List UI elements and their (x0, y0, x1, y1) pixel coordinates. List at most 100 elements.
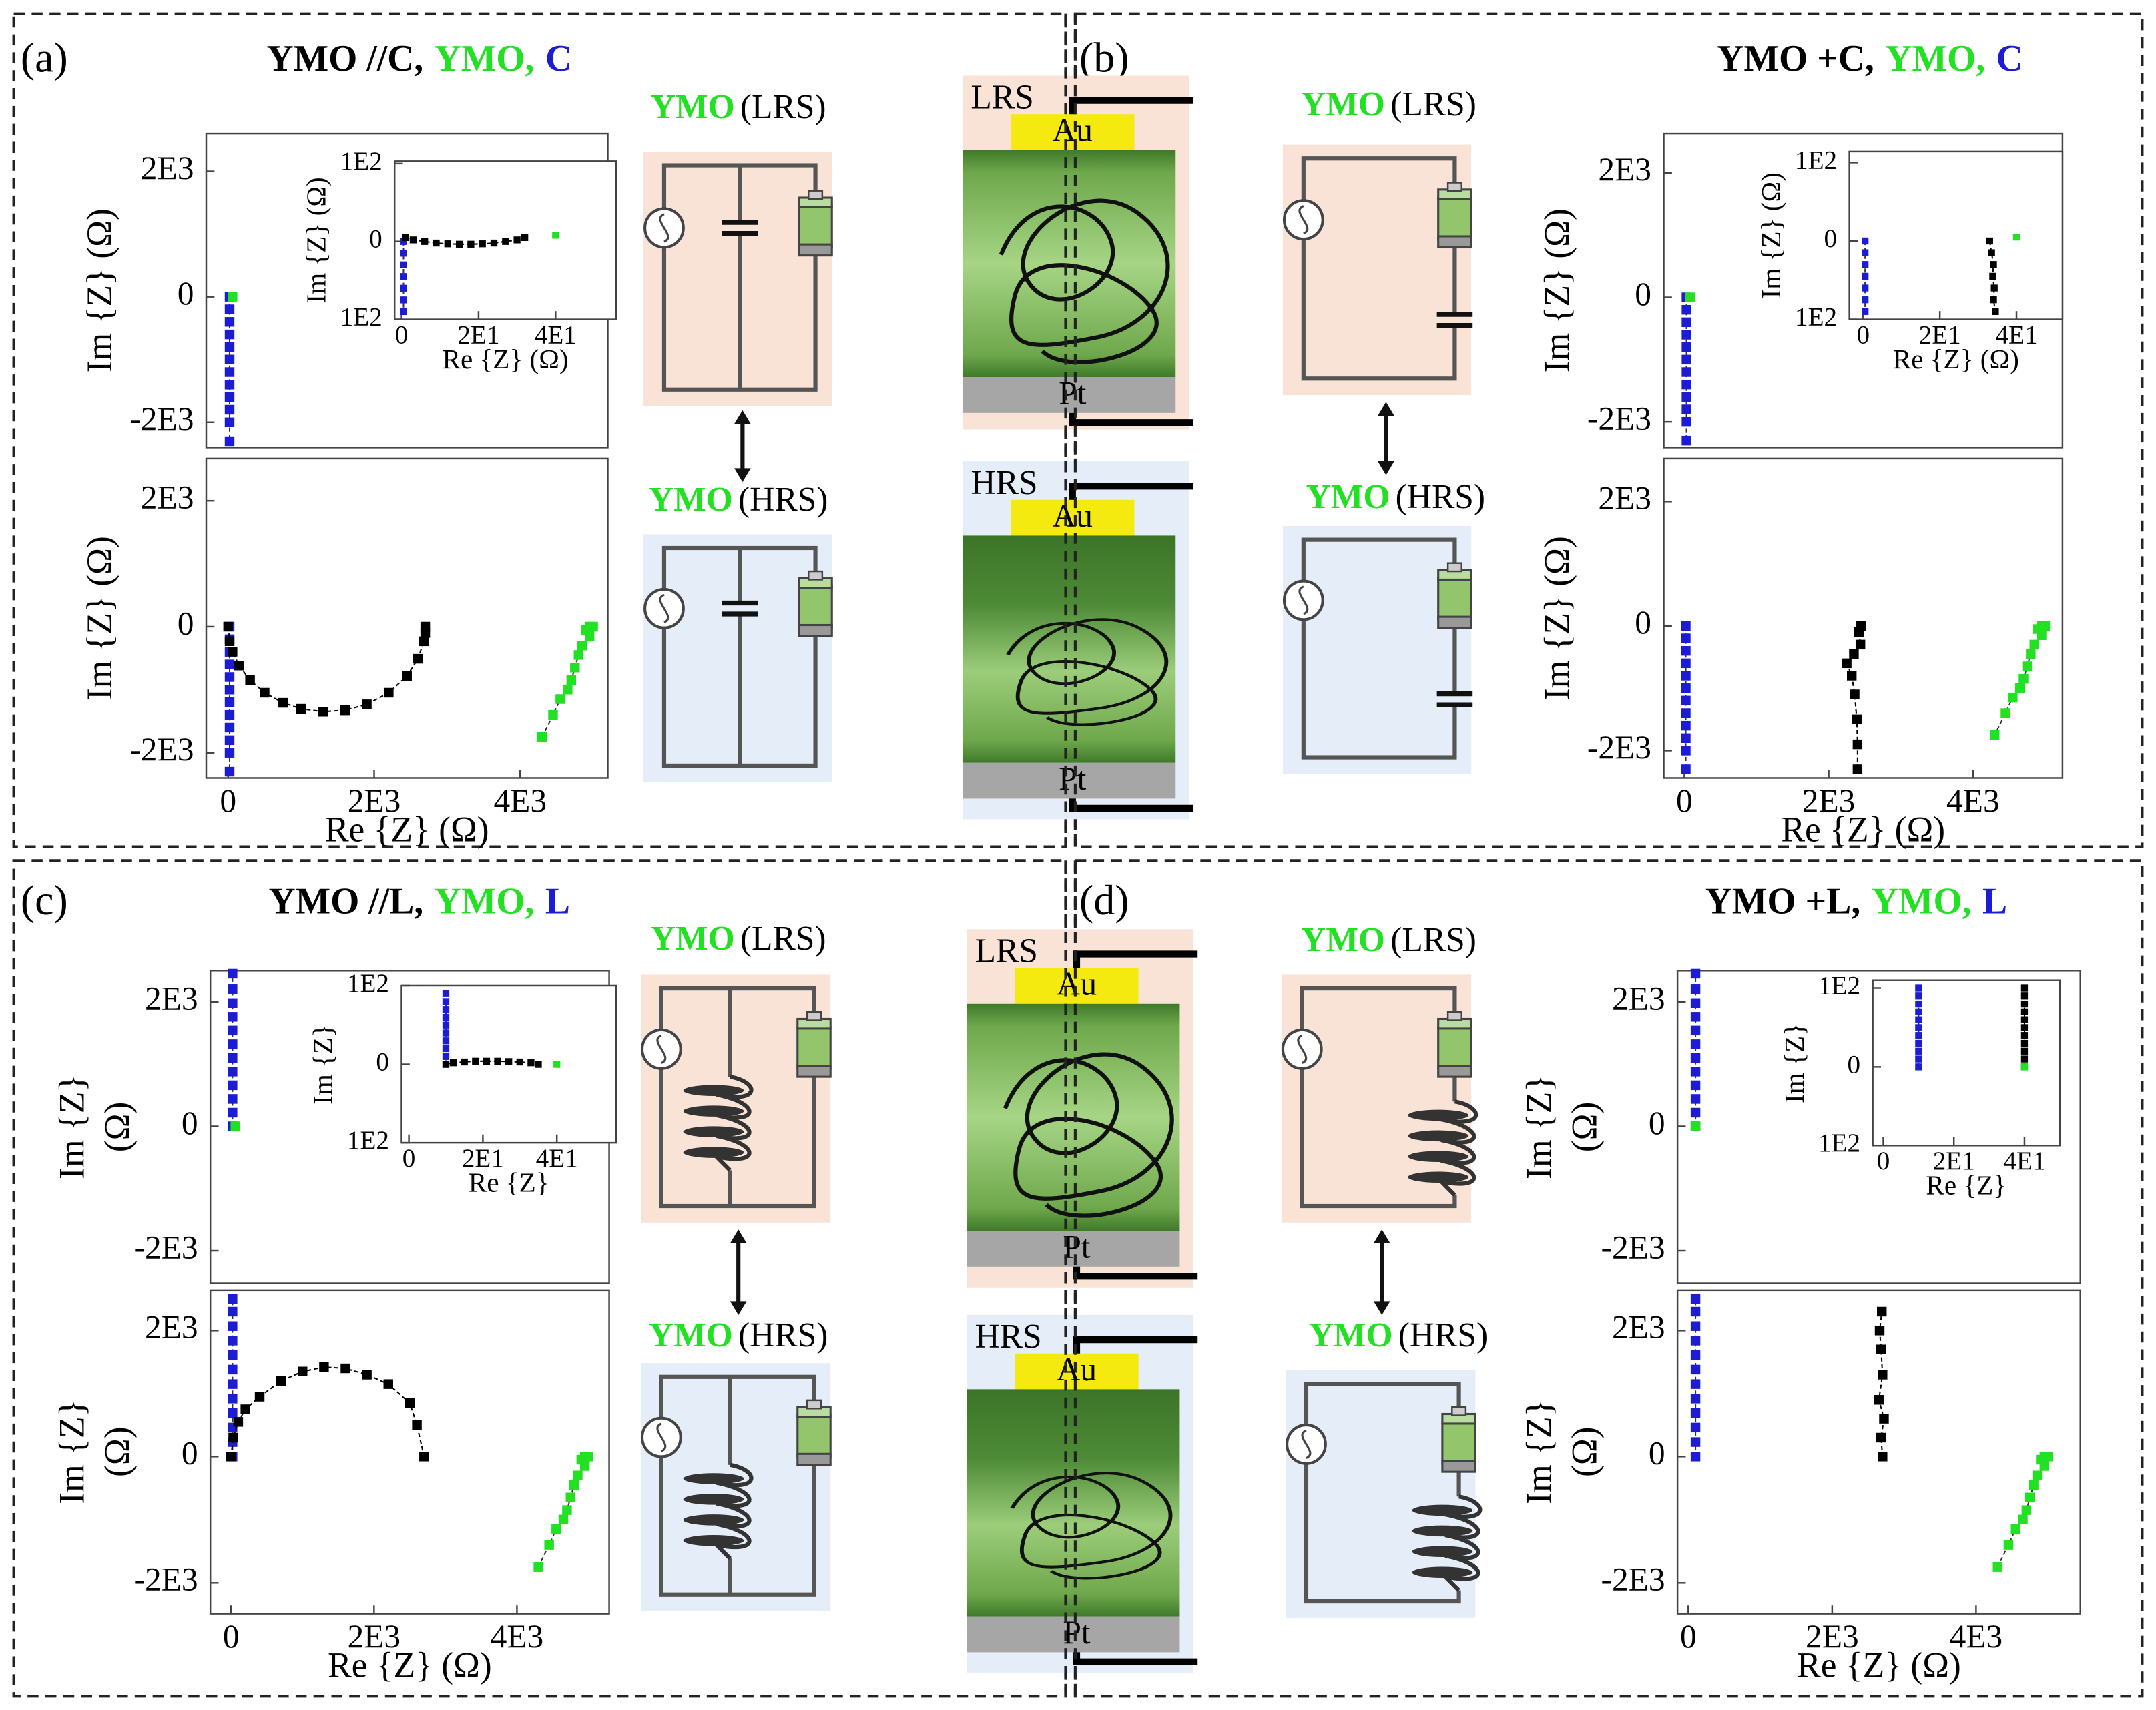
data-point (494, 1057, 501, 1065)
x-tick-label: 4E1 (536, 1144, 578, 1173)
data-point (402, 671, 412, 681)
y-tick-label: 0 (369, 225, 382, 254)
y-tick-label: 2E3 (1612, 1309, 1665, 1346)
state: (LRS) (1390, 85, 1476, 123)
data-point (1681, 671, 1691, 681)
data-point (228, 1294, 238, 1304)
material: YMO (651, 88, 735, 126)
data-point (405, 1398, 415, 1408)
device-state: LRS (975, 932, 1038, 970)
inductor-turn (1408, 1109, 1469, 1121)
data-point (527, 1059, 535, 1067)
data-point (228, 292, 238, 302)
data-point (1681, 435, 1691, 446)
memristor-cap (1446, 182, 1462, 192)
data-point (1877, 1306, 1887, 1317)
bottom-wire (1069, 798, 1194, 812)
y-axis-label: Im {Z} (52, 1400, 92, 1504)
data-point (260, 687, 270, 698)
x-axis-label: Re {Z} (Ω) (328, 1645, 492, 1685)
data-point (2020, 1024, 2029, 1031)
x-tick-label: 2E1 (462, 1144, 504, 1173)
y-tick-label: -2E3 (129, 731, 194, 768)
data-point (1681, 695, 1691, 706)
data-point (1681, 330, 1691, 340)
data-point (1681, 683, 1691, 693)
y-axis-label: Im {Z} (308, 1024, 338, 1105)
panel-title: YMO //L, YMO, L (269, 880, 571, 922)
data-point (2003, 1540, 2014, 1550)
memristor-cap (1446, 562, 1462, 573)
x-tick-label: 4E3 (493, 782, 547, 819)
y-tick-label: 0 (1824, 224, 1838, 253)
material: YMO (649, 481, 733, 519)
x-tick-label: 4E3 (1946, 782, 2000, 819)
data-point (1915, 984, 1922, 992)
x-tick-label: 2E1 (1919, 320, 1961, 349)
data-point (1690, 1336, 1701, 1346)
y-tick-label: -2E3 (134, 1229, 198, 1265)
data-point (1681, 720, 1691, 731)
data-point (1690, 1080, 1701, 1091)
bottom-electrode-label: Pt (1059, 760, 1086, 797)
data-point (1690, 1394, 1701, 1404)
bottom-electrode-label: Pt (1059, 374, 1086, 411)
data-point (1915, 1008, 1922, 1016)
data-point (1852, 739, 1863, 750)
bottom-electrode (967, 1616, 1180, 1653)
data-point (1879, 1414, 1889, 1424)
top-electrode-label: Au (1053, 111, 1093, 148)
y-tick-label: 2E3 (141, 479, 194, 515)
data-point (1681, 645, 1691, 656)
data-point (298, 1366, 308, 1376)
data-point (584, 631, 595, 641)
y-axis-label: Im {Z} (Ω) (1537, 536, 1577, 700)
data-point (505, 1058, 513, 1065)
y-tick-label: 1E2 (1818, 1129, 1860, 1157)
data-point (502, 238, 509, 245)
data-point (442, 1029, 450, 1037)
memristor-cap (806, 1399, 822, 1410)
data-point (552, 232, 559, 239)
y-axis-label: Im {Z} (1519, 1075, 1559, 1179)
title-part: L (1982, 880, 2007, 922)
state: (LRS) (740, 88, 826, 126)
data-point (224, 436, 235, 447)
circuit-label: YMO (HRS) (649, 1316, 828, 1354)
data-point (1681, 416, 1691, 427)
data-point (340, 1363, 350, 1374)
x-axis-label: Re {Z} (469, 1167, 549, 1198)
material: YMO (1301, 921, 1385, 959)
x-tick-label: 4E1 (535, 320, 577, 349)
conductive-filament (1010, 1472, 1173, 1580)
circuit-label: YMO (HRS) (649, 481, 828, 519)
material: YMO (1301, 85, 1385, 123)
data-point (2020, 1016, 2029, 1023)
y-tick-label: 0 (1848, 1050, 1861, 1079)
y-axis-label: Im {Z} (1519, 1400, 1559, 1504)
data-point (1681, 354, 1691, 365)
data-point (1690, 1121, 1701, 1131)
data-point (2020, 1063, 2029, 1071)
data-point (490, 239, 498, 247)
data-point (442, 1061, 450, 1068)
data-point (1690, 1294, 1701, 1304)
circuit-label: YMO (HRS) (1306, 478, 1485, 516)
panel-label: (a) (21, 33, 68, 81)
state: (LRS) (1390, 921, 1476, 959)
data-point (276, 1376, 286, 1386)
ac-source-wave (659, 593, 669, 623)
data-point (228, 1067, 238, 1077)
device-state: HRS (971, 464, 1037, 502)
y-tick-label: 1E2 (1795, 146, 1837, 174)
arrow-head (730, 1229, 747, 1243)
title-part: YMO +L, (1705, 880, 1860, 922)
data-point (548, 709, 558, 720)
data-point (1681, 404, 1691, 414)
y-tick-label: -2E3 (1587, 400, 1651, 437)
data-point (1855, 639, 1866, 650)
data-point (573, 650, 583, 660)
data-point (1690, 1437, 1701, 1447)
